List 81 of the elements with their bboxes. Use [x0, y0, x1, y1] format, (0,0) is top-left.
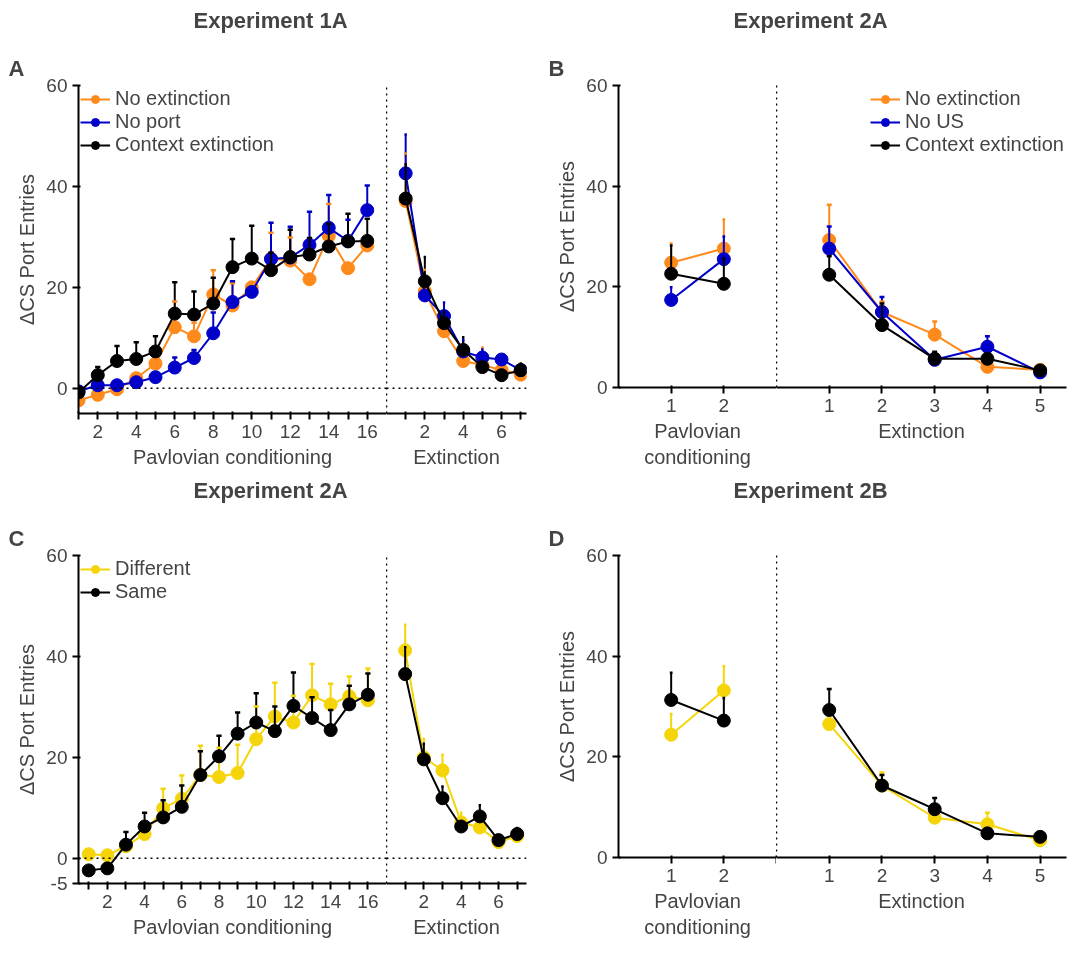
- y-tick-label: 20: [46, 746, 68, 768]
- text: C: [8, 525, 25, 551]
- x-tick-label: 10: [245, 890, 267, 912]
- x-axis-title: Extinction: [878, 419, 965, 442]
- x-tick-label: 1: [823, 394, 835, 416]
- x-tick-label: 1: [665, 394, 677, 416]
- x-tick-label: 5: [1034, 864, 1046, 886]
- x-tick-label: 2: [418, 890, 430, 912]
- x-tick-label: 2: [419, 420, 431, 442]
- y-tick-label: 40: [46, 645, 68, 667]
- x-tick-label: 2: [102, 890, 113, 912]
- x-tick-label: 5: [1034, 394, 1046, 416]
- text: A: [8, 55, 25, 81]
- y-tick-label: 60: [46, 545, 68, 566]
- chart-title: Experiment 2A: [733, 7, 888, 33]
- legend-label: No extinction: [115, 87, 231, 110]
- y-axis-title: ΔCS Port Entries: [16, 173, 39, 326]
- x-tick-label: 14: [320, 890, 342, 912]
- legend-label: No extinction: [905, 87, 1021, 110]
- x-tick-label: 2: [718, 394, 730, 416]
- y-tick-label: 60: [586, 545, 608, 566]
- x-axis-title: Pavlovian conditioning: [644, 889, 751, 938]
- y-tick-label: 20: [46, 276, 68, 298]
- x-tick-label: 6: [493, 890, 504, 912]
- x-tick-label: 2: [876, 864, 888, 886]
- text: D: [548, 525, 565, 551]
- x-axis-title: Extinction: [413, 445, 500, 468]
- y-tick-label: -5: [50, 873, 68, 894]
- x-tick-label: 3: [929, 394, 940, 416]
- x-tick-label: 4: [457, 420, 469, 442]
- y-axis-title: ΔCS Port Entries: [16, 643, 39, 796]
- x-axis-title: Pavlovian conditioning: [644, 419, 751, 468]
- x-tick-label: 4: [139, 890, 151, 912]
- x-tick-label: 6: [496, 420, 507, 442]
- y-tick-label: 0: [56, 377, 68, 399]
- x-tick-label: 3: [929, 864, 940, 886]
- legend-label: Context extinction: [115, 133, 274, 156]
- legend-label: No US: [905, 110, 964, 133]
- x-tick-label: 4: [455, 890, 467, 912]
- x-tick-label: 2: [876, 394, 888, 416]
- y-tick-label: 40: [46, 175, 68, 197]
- y-tick-label: 20: [586, 746, 608, 768]
- y-tick-label: 40: [586, 175, 608, 197]
- chart-title: Experiment 1A: [193, 7, 348, 33]
- y-tick-label: 40: [586, 645, 608, 667]
- y-tick-label: 20: [586, 276, 608, 298]
- legend-label: Same: [115, 580, 168, 603]
- y-axis-title: ΔCS Port Entries: [556, 630, 579, 783]
- chart-title: Experiment 2B: [733, 477, 888, 503]
- x-tick-label: 8: [207, 420, 219, 442]
- y-tick-label: 60: [586, 75, 608, 96]
- y-tick-label: 0: [596, 847, 608, 868]
- x-tick-label: 2: [718, 864, 730, 886]
- x-tick-label: 12: [282, 890, 305, 912]
- x-axis-title: Extinction: [878, 889, 965, 912]
- x-tick-label: 8: [213, 890, 225, 912]
- x-tick-label: 6: [176, 890, 188, 912]
- x-tick-label: 12: [279, 420, 301, 442]
- y-axis-title: ΔCS Port Entries: [556, 160, 579, 313]
- x-axis-title: Pavlovian conditioning: [132, 915, 333, 938]
- x-axis-title: Pavlovian conditioning: [132, 445, 333, 468]
- text: B: [548, 55, 565, 81]
- x-tick-label: 14: [318, 420, 340, 442]
- y-tick-label: 60: [46, 75, 68, 96]
- legend-label: Different: [115, 557, 191, 580]
- y-tick-label: 0: [56, 847, 68, 869]
- y-tick-label: 0: [596, 377, 608, 398]
- x-tick-label: 4: [130, 420, 142, 442]
- x-tick-label: 4: [982, 864, 994, 886]
- x-tick-label: 1: [665, 864, 677, 886]
- x-tick-label: 2: [92, 420, 104, 442]
- x-tick-label: 6: [169, 420, 181, 442]
- x-tick-label: 1: [823, 864, 835, 886]
- legend-label: No port: [115, 110, 181, 133]
- x-axis-title: Extinction: [413, 915, 500, 938]
- chart-title: Experiment 2A: [193, 477, 348, 503]
- x-tick-label: 16: [356, 420, 378, 442]
- x-tick-label: 4: [982, 394, 994, 416]
- x-tick-label: 10: [241, 420, 263, 442]
- x-tick-label: 16: [357, 890, 379, 912]
- legend-label: Context extinction: [905, 133, 1064, 156]
